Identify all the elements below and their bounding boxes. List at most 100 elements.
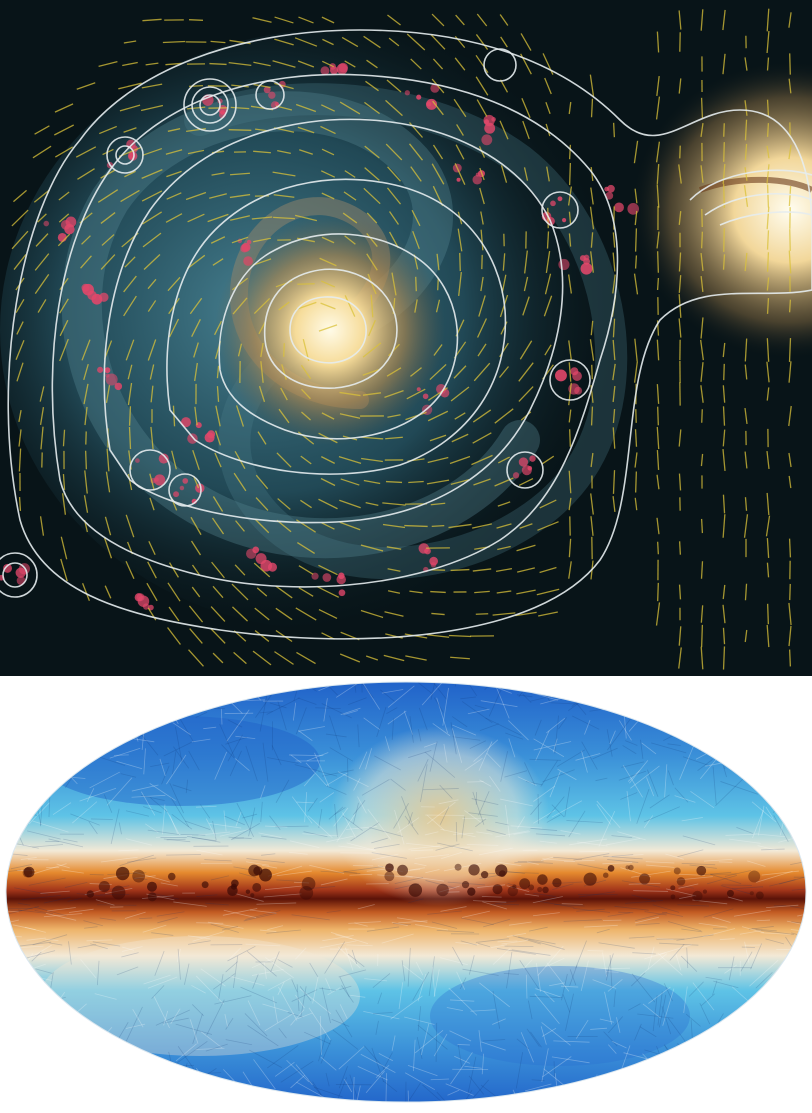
field-vector [458,272,462,296]
texture-streak [260,801,263,823]
texture-streak [160,882,178,887]
field-vector [656,164,660,184]
field-vector [165,62,183,66]
texture-streak [596,800,621,829]
field-vector [382,523,406,529]
field-vector [678,647,682,669]
field-vector [343,191,357,201]
field-vector [275,607,293,621]
texture-streak [165,808,180,836]
texture-streak [6,869,21,874]
texture-streak [612,1041,627,1049]
texture-streak [607,912,631,917]
texture-streak [552,883,574,890]
texture-streak [408,898,424,904]
texture-streak [679,745,695,780]
field-vector [478,295,486,317]
plane-knot [726,889,734,897]
texture-streak [156,835,193,838]
hii-knot [550,200,556,207]
texture-streak [96,960,100,986]
texture-streak [347,953,365,968]
field-vector [454,57,466,71]
texture-streak [651,742,687,754]
field-vector [568,340,572,360]
texture-streak [313,1086,343,1098]
texture-streak [509,1094,531,1100]
texture-streak [501,940,529,945]
texture-streak [357,904,375,910]
texture-streak [312,1081,324,1098]
texture-streak [6,919,20,929]
texture-streak [562,994,571,1013]
field-vector [18,429,22,447]
texture-streak [541,1048,549,1083]
texture-streak [432,723,451,737]
texture-streak [616,1017,621,1033]
texture-streak [213,973,236,990]
field-vector [213,320,223,336]
texture-streak [408,812,413,825]
texture-streak [106,777,133,806]
texture-streak [177,948,181,980]
field-vector [518,386,534,402]
texture-streak [109,747,141,759]
texture-streak [519,682,546,689]
field-vector [700,9,704,31]
texture-streak [768,742,778,757]
texture-streak [586,1081,602,1095]
texture-streak [249,1049,283,1068]
field-vector [678,252,682,272]
field-vector [253,562,271,578]
texture-streak [300,886,336,890]
texture-streak [266,1045,299,1069]
texture-streak [772,793,795,813]
field-vector [128,406,132,426]
field-vector [18,409,22,423]
field-vector [450,386,470,402]
hii-knot [154,474,166,486]
polarized-intensity-contours [0,29,812,640]
texture-streak [352,1076,355,1102]
texture-streak [551,800,583,818]
texture-streak [733,698,773,707]
texture-streak [396,917,428,923]
field-vector [545,123,551,137]
texture-streak [371,852,407,859]
texture-streak [36,1067,45,1090]
texture-streak [143,806,162,814]
texture-streak [445,1083,474,1096]
texture-streak [184,682,214,694]
texture-streak [340,707,361,716]
texture-streak [261,853,276,856]
texture-streak [291,796,313,824]
texture-streak [676,876,713,881]
texture-streak [508,738,516,758]
field-vector [477,343,487,357]
texture-streak [450,999,475,1002]
field-vector [431,612,445,616]
field-vector [766,624,770,648]
texture-streak [207,921,244,929]
field-vector [344,170,356,178]
texture-streak [482,901,507,910]
texture-streak [365,1070,385,1093]
texture-streak [736,826,753,834]
texture-streak [797,708,806,714]
texture-streak [643,815,654,829]
field-vector [521,98,531,118]
field-vector [231,236,249,244]
field-vector [612,385,616,403]
field-vector [254,607,270,621]
field-vector [366,59,378,69]
texture-streak [91,818,113,820]
texture-streak [462,968,499,976]
texture-streak [529,995,563,998]
field-vector [340,478,360,486]
texture-streak [722,717,738,724]
field-vector [33,189,51,203]
texture-streak [542,1056,572,1078]
texture-streak [621,761,645,768]
field-vector [210,606,226,622]
texture-streak [496,861,522,867]
